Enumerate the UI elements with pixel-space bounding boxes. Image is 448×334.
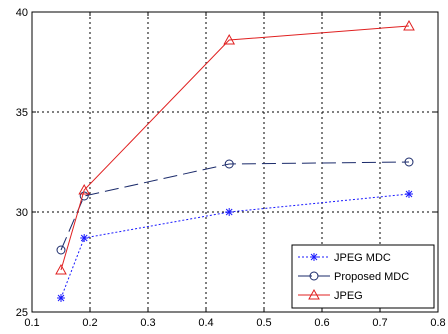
x-tick-label: 0.4 <box>198 317 213 329</box>
data-point-0-2 <box>225 208 234 216</box>
axis-ticks: 0.1 0.2 0.3 0.4 0.5 0.6 0.7 0.8 25 30 35 40 <box>16 7 446 329</box>
data-point-0-1 <box>80 234 89 242</box>
data-point-0-0 <box>57 294 65 302</box>
data-point-1-0 <box>56 245 66 255</box>
data-point-2-1 <box>78 183 91 195</box>
legend-label: JPEG <box>334 290 363 302</box>
plot-frame <box>31 11 439 313</box>
x-tick-label: 0.7 <box>372 317 387 329</box>
data-point-2-3 <box>403 19 415 31</box>
legend: JPEG MDC Proposed MDC JPEG <box>291 244 435 309</box>
series-line-0 <box>60 193 410 299</box>
x-tick-label: 0.3 <box>140 317 155 329</box>
series-line-1 <box>60 161 410 251</box>
y-tick-label: 35 <box>16 107 28 119</box>
legend-marker-1 <box>309 271 319 281</box>
data-point-1-1 <box>79 191 89 201</box>
data-point-1-3 <box>404 157 414 167</box>
series-0 <box>57 190 413 302</box>
data-point-2-2 <box>223 33 236 45</box>
series-layer <box>55 19 415 302</box>
series-line-2 <box>60 25 410 271</box>
data-point-2-0 <box>55 263 67 275</box>
series-1 <box>56 157 414 255</box>
data-point-0-3 <box>405 190 413 198</box>
legend-label: JPEG MDC <box>334 252 391 264</box>
y-tick-label: 25 <box>16 307 28 319</box>
legend-marker-2 <box>308 288 320 300</box>
legend-label: Proposed MDC <box>334 271 409 283</box>
x-tick-label: 0.2 <box>82 317 97 329</box>
data-point-1-2 <box>224 159 234 169</box>
series-2 <box>55 19 415 275</box>
x-tick-label: 0.6 <box>314 317 329 329</box>
y-tick-label: 40 <box>16 7 28 19</box>
legend-marker-0 <box>310 253 318 261</box>
x-tick-label: 0.5 <box>256 317 271 329</box>
x-tick-label: 0.8 <box>430 317 445 329</box>
y-tick-label: 30 <box>16 207 28 219</box>
x-tick-label: 0.1 <box>24 317 39 329</box>
